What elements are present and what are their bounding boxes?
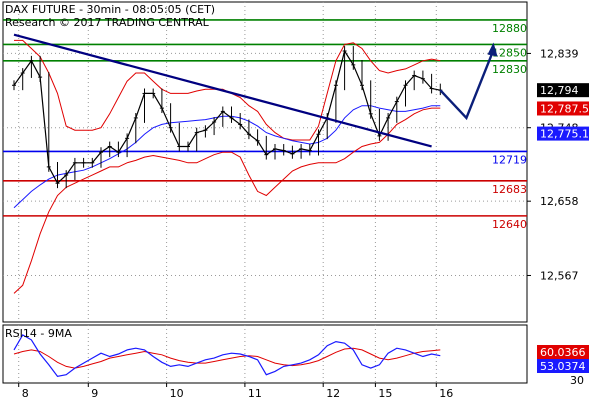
projection-arrow-head [487, 42, 498, 57]
y-tick-label: 12,567 [540, 269, 579, 282]
series-bollinger-lower [13, 107, 441, 294]
rsi-value-tag-label: 53.0374 [540, 360, 586, 373]
value-tag [537, 101, 589, 116]
x-tick-label: 15 [378, 387, 392, 400]
x-tick-label: 9 [91, 387, 98, 400]
projection-arrow-line [439, 52, 494, 121]
level-label: 12683 [492, 183, 527, 196]
level-label: 12850 [492, 46, 527, 59]
level-label: 12830 [492, 63, 527, 76]
trendline [13, 33, 432, 148]
x-tick-label: 16 [439, 387, 453, 400]
level-label: 12640 [492, 218, 527, 231]
level-label: 12719 [492, 153, 527, 166]
y-tick-label: 12,658 [540, 195, 579, 208]
rsi-panel-frame [2, 324, 528, 384]
rsi-value-tag-label: 60.0366 [540, 346, 586, 359]
rsi-value-tag [537, 359, 589, 373]
x-tick-label: 12 [326, 387, 340, 400]
chart-subtitle: Research © 2017 TRADING CENTRAL [5, 16, 210, 29]
x-tick-label: 8 [22, 387, 29, 400]
series-rsi-ma [13, 347, 441, 369]
value-tag-label: 12,775.1 [540, 128, 589, 141]
rsi-value-tag [537, 345, 589, 359]
y-tick-label: 12,839 [540, 47, 579, 60]
value-tag-label: 12,794 [540, 84, 579, 97]
price-panel-frame [2, 1, 528, 323]
series-moving-average [13, 105, 441, 209]
rsi-title: RSI14 - 9MA [5, 327, 72, 340]
chart-title: DAX FUTURE - 30min - 08:05:05 (CET) [5, 3, 215, 16]
rsi-y-tick-label: 30 [570, 374, 584, 387]
level-label: 12880 [492, 22, 527, 35]
value-tag [537, 126, 589, 141]
series-rsi [13, 334, 441, 378]
x-tick-label: 11 [248, 387, 262, 400]
x-tick-label: 10 [170, 387, 184, 400]
value-tag [537, 83, 589, 98]
value-tag-label: 12,787.5 [540, 102, 589, 115]
